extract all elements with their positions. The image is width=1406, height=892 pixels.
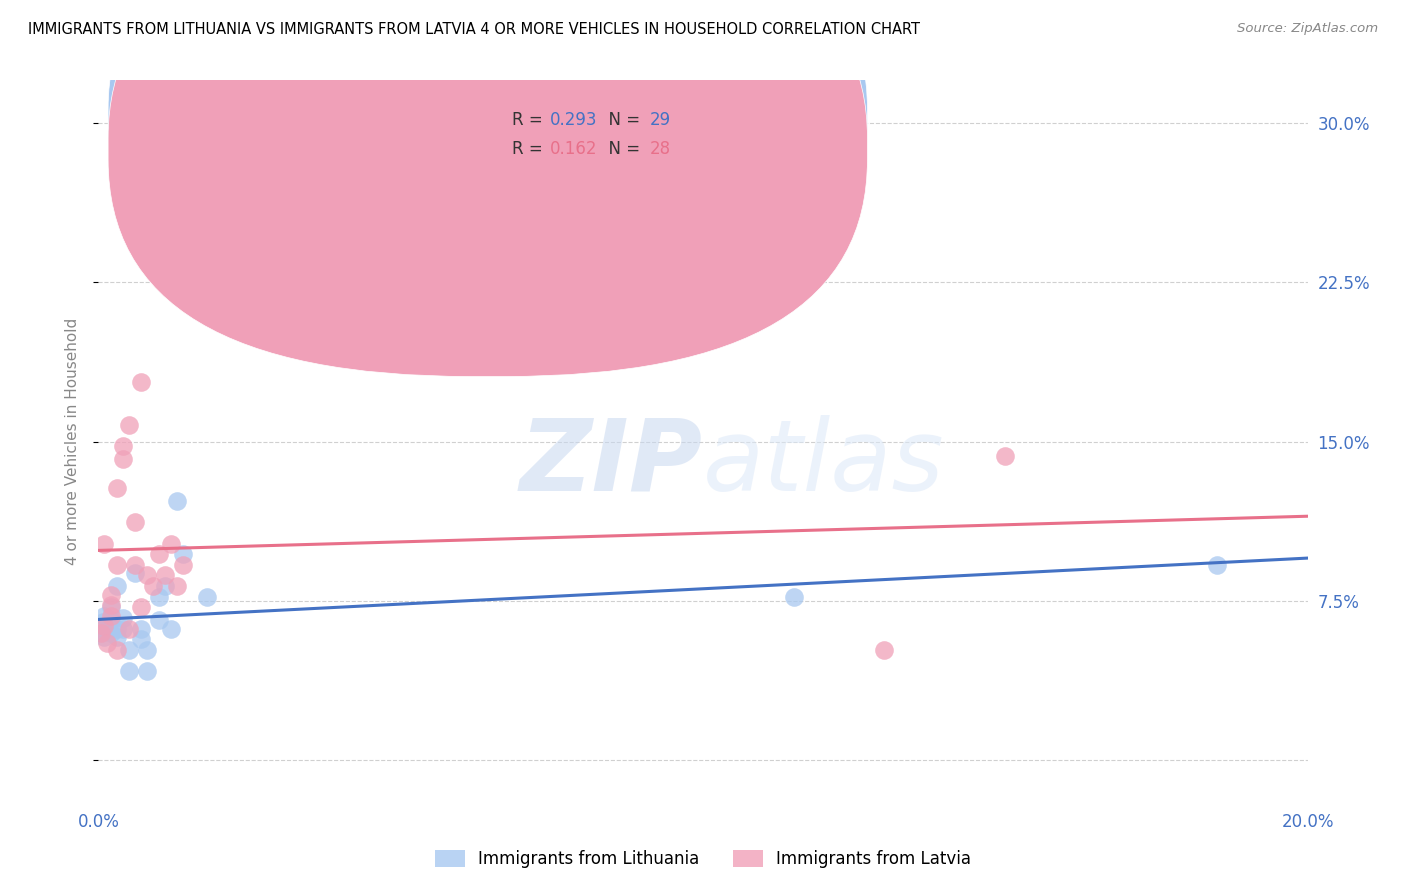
Point [96, 636, 118, 650]
Point [129, 600, 152, 615]
Point [100, 588, 122, 602]
Point [118, 664, 141, 678]
Point [105, 630, 128, 644]
Point [148, 547, 170, 561]
FancyBboxPatch shape [449, 87, 740, 203]
Point [153, 579, 176, 593]
Point [111, 451, 134, 466]
Text: N =: N = [598, 111, 645, 129]
FancyBboxPatch shape [108, 0, 868, 348]
Text: 0.162: 0.162 [550, 140, 598, 158]
Point [93, 536, 115, 550]
Point [166, 494, 188, 508]
Point [118, 642, 141, 657]
Point [100, 600, 122, 615]
Point [105, 579, 128, 593]
Point [100, 625, 122, 640]
Point [135, 664, 157, 678]
Point [93, 608, 115, 623]
Point [873, 642, 896, 657]
Point [105, 558, 128, 572]
Y-axis label: 4 or more Vehicles in Household: 4 or more Vehicles in Household [65, 318, 80, 566]
Point [96, 622, 118, 636]
Point [124, 516, 146, 530]
Legend: Immigrants from Lithuania, Immigrants from Latvia: Immigrants from Lithuania, Immigrants fr… [429, 843, 977, 875]
Text: R =: R = [512, 140, 548, 158]
Point [172, 558, 194, 572]
Point [93, 619, 115, 633]
Point [195, 590, 218, 604]
Text: atlas: atlas [703, 415, 945, 512]
Text: Source: ZipAtlas.com: Source: ZipAtlas.com [1237, 22, 1378, 36]
Point [124, 566, 146, 581]
Point [111, 622, 134, 636]
Point [118, 417, 141, 432]
Point [135, 642, 157, 657]
Point [160, 536, 183, 550]
Point [93, 630, 115, 644]
FancyBboxPatch shape [108, 0, 868, 376]
Point [118, 622, 141, 636]
Point [124, 558, 146, 572]
Text: N =: N = [598, 140, 645, 158]
Point [111, 611, 134, 625]
Text: R =: R = [512, 111, 548, 129]
Point [160, 622, 183, 636]
Point [100, 598, 122, 612]
Point [100, 608, 122, 623]
Point [172, 547, 194, 561]
Point [90, 625, 112, 640]
Point [129, 622, 152, 636]
Point [148, 590, 170, 604]
Point [166, 579, 188, 593]
Point [90, 625, 112, 640]
Point [111, 439, 134, 453]
Point [91, 615, 114, 630]
Text: 29: 29 [650, 111, 671, 129]
Point [148, 613, 170, 627]
Point [105, 642, 128, 657]
Point [153, 568, 176, 582]
Text: IMMIGRANTS FROM LITHUANIA VS IMMIGRANTS FROM LATVIA 4 OR MORE VEHICLES IN HOUSEH: IMMIGRANTS FROM LITHUANIA VS IMMIGRANTS … [28, 22, 920, 37]
Point [100, 613, 122, 627]
Text: ZIP: ZIP [520, 415, 703, 512]
Text: 28: 28 [650, 140, 671, 158]
Point [129, 632, 152, 647]
Point [142, 579, 165, 593]
Point [1206, 558, 1229, 572]
Point [994, 450, 1017, 464]
Point [208, 239, 231, 253]
Point [783, 590, 806, 604]
Point [105, 481, 128, 495]
Point [105, 622, 128, 636]
Text: 0.293: 0.293 [550, 111, 598, 129]
Point [129, 375, 152, 389]
Point [135, 568, 157, 582]
